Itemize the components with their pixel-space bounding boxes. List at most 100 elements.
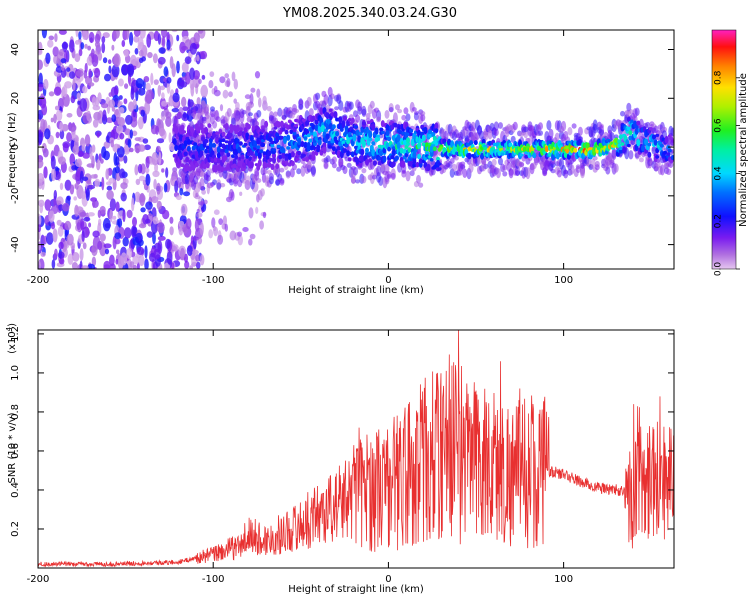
spectrogram-cell [156, 222, 165, 234]
spectrogram-cell [147, 52, 153, 59]
spectrogram-cell [231, 71, 236, 82]
spectrogram-cell [405, 113, 411, 121]
spectrogram-cell [366, 120, 371, 125]
spectrogram-cell [126, 247, 133, 260]
spectrogram-cell [284, 155, 289, 162]
spectrogram-cell [157, 84, 162, 97]
spectrogram-cell [420, 114, 426, 122]
spectrogram-cell [347, 157, 352, 162]
spectrogram-cell [129, 129, 133, 139]
spectrogram-cell [376, 116, 382, 123]
spectrogram-cell [100, 158, 104, 164]
spectrogram-cell [138, 223, 147, 229]
spectrogram-cell [176, 60, 180, 74]
spectrogram-cell [212, 179, 218, 186]
spectrogram-cell [97, 52, 103, 61]
spectrogram-cell [250, 87, 256, 93]
spectrogram-cell [634, 124, 639, 129]
spectrogram-cell [409, 132, 414, 136]
spectrogram-cell [270, 140, 275, 145]
spectrogram-cell [357, 101, 363, 112]
spectrogram-cell [198, 78, 202, 85]
spectrogram-cell [91, 256, 97, 267]
spectrogram-cell [233, 98, 237, 104]
spectrogram-cell [519, 153, 524, 157]
spectrogram-cell [84, 134, 91, 147]
spectrogram-cell [38, 260, 41, 269]
spectrogram-cell [226, 77, 231, 88]
spectrogram-cell [135, 178, 141, 186]
spectrogram-cell [396, 141, 401, 149]
spectrogram-cell [488, 140, 492, 146]
spectrogram-cell [124, 83, 129, 89]
spectrogram-cell [331, 162, 337, 169]
spectrogram-cell [658, 146, 663, 151]
spectrogram-cell [66, 195, 71, 201]
spectrogram-cell [249, 161, 254, 169]
spectrogram-cell [165, 167, 169, 178]
spectrogram-cell [294, 123, 299, 128]
spectrogram-cell [80, 217, 84, 231]
spectrogram-cell [467, 152, 472, 160]
spectrogram-cell [218, 142, 223, 148]
spectrogram-cell [279, 120, 284, 128]
spectrogram-cell [69, 123, 77, 132]
spectrogram-cell [404, 131, 409, 139]
spectrogram-cell [284, 129, 289, 135]
spectrogram-cell [58, 241, 64, 250]
spectrogram-cell [80, 42, 85, 50]
spectrogram-cell [200, 84, 208, 98]
spectrogram-cell [55, 131, 60, 139]
spectrogram-cell [38, 59, 43, 71]
spectrogram-cell [74, 40, 80, 45]
spectrogram-cell [224, 122, 229, 131]
spectrogram-cell [232, 124, 237, 132]
spectrogram-cell [341, 120, 346, 129]
spectrogram-cell [275, 132, 280, 138]
spectrogram-cell [101, 42, 106, 54]
spectrogram-cell [377, 144, 382, 149]
spectrogram-cell [377, 161, 382, 166]
spectrogram-cell [261, 125, 265, 131]
spectrogram-cell [169, 226, 174, 236]
spectrogram-cell [156, 200, 162, 210]
spectrogram-cell [311, 124, 316, 130]
spectrogram-cell [195, 254, 200, 262]
spectrogram-cell [97, 209, 102, 219]
spectrogram-cell [354, 125, 358, 129]
spectrogram-cell [421, 134, 426, 142]
spectrogram-cell [108, 92, 113, 97]
spectrogram-cell [108, 65, 112, 74]
spectrogram-cell [74, 159, 83, 167]
spectrogram-cell [203, 199, 208, 205]
spectrogram-cell [53, 189, 57, 200]
spectrogram-cell [380, 130, 385, 135]
spectrogram-cell [439, 146, 444, 150]
spectrogram-cell [191, 169, 197, 176]
spectrogram-cell [53, 113, 57, 124]
spectrogram-cell [185, 218, 192, 230]
spectrogram-cell [395, 104, 400, 111]
spectrogram-cell [74, 53, 81, 63]
spectrogram-cell [645, 121, 651, 129]
spectrogram-cell [66, 67, 71, 72]
spectrogram-cell [259, 149, 264, 154]
spectrogram-cell [131, 197, 135, 212]
spectrogram-cell [79, 98, 88, 112]
spectrogram-cell [232, 158, 237, 166]
spectrogram-cell [638, 157, 644, 163]
spectrogram-cell [246, 146, 251, 154]
spectrogram-cell [179, 81, 188, 88]
spectrogram-cell [218, 139, 223, 143]
spectrogram-cell [166, 77, 172, 84]
spectrogram-cell [257, 190, 263, 201]
spectrogram-cell [207, 127, 213, 132]
spectrogram-cell [248, 238, 253, 246]
spectrogram-cell [670, 155, 674, 161]
spectrogram-cell [641, 144, 645, 152]
spectrogram-cell [247, 112, 253, 117]
spectrogram-cell [320, 125, 325, 133]
spectrogram-cell [158, 47, 166, 54]
spectrogram-cell [117, 218, 123, 228]
spectrogram-cell [195, 83, 199, 95]
